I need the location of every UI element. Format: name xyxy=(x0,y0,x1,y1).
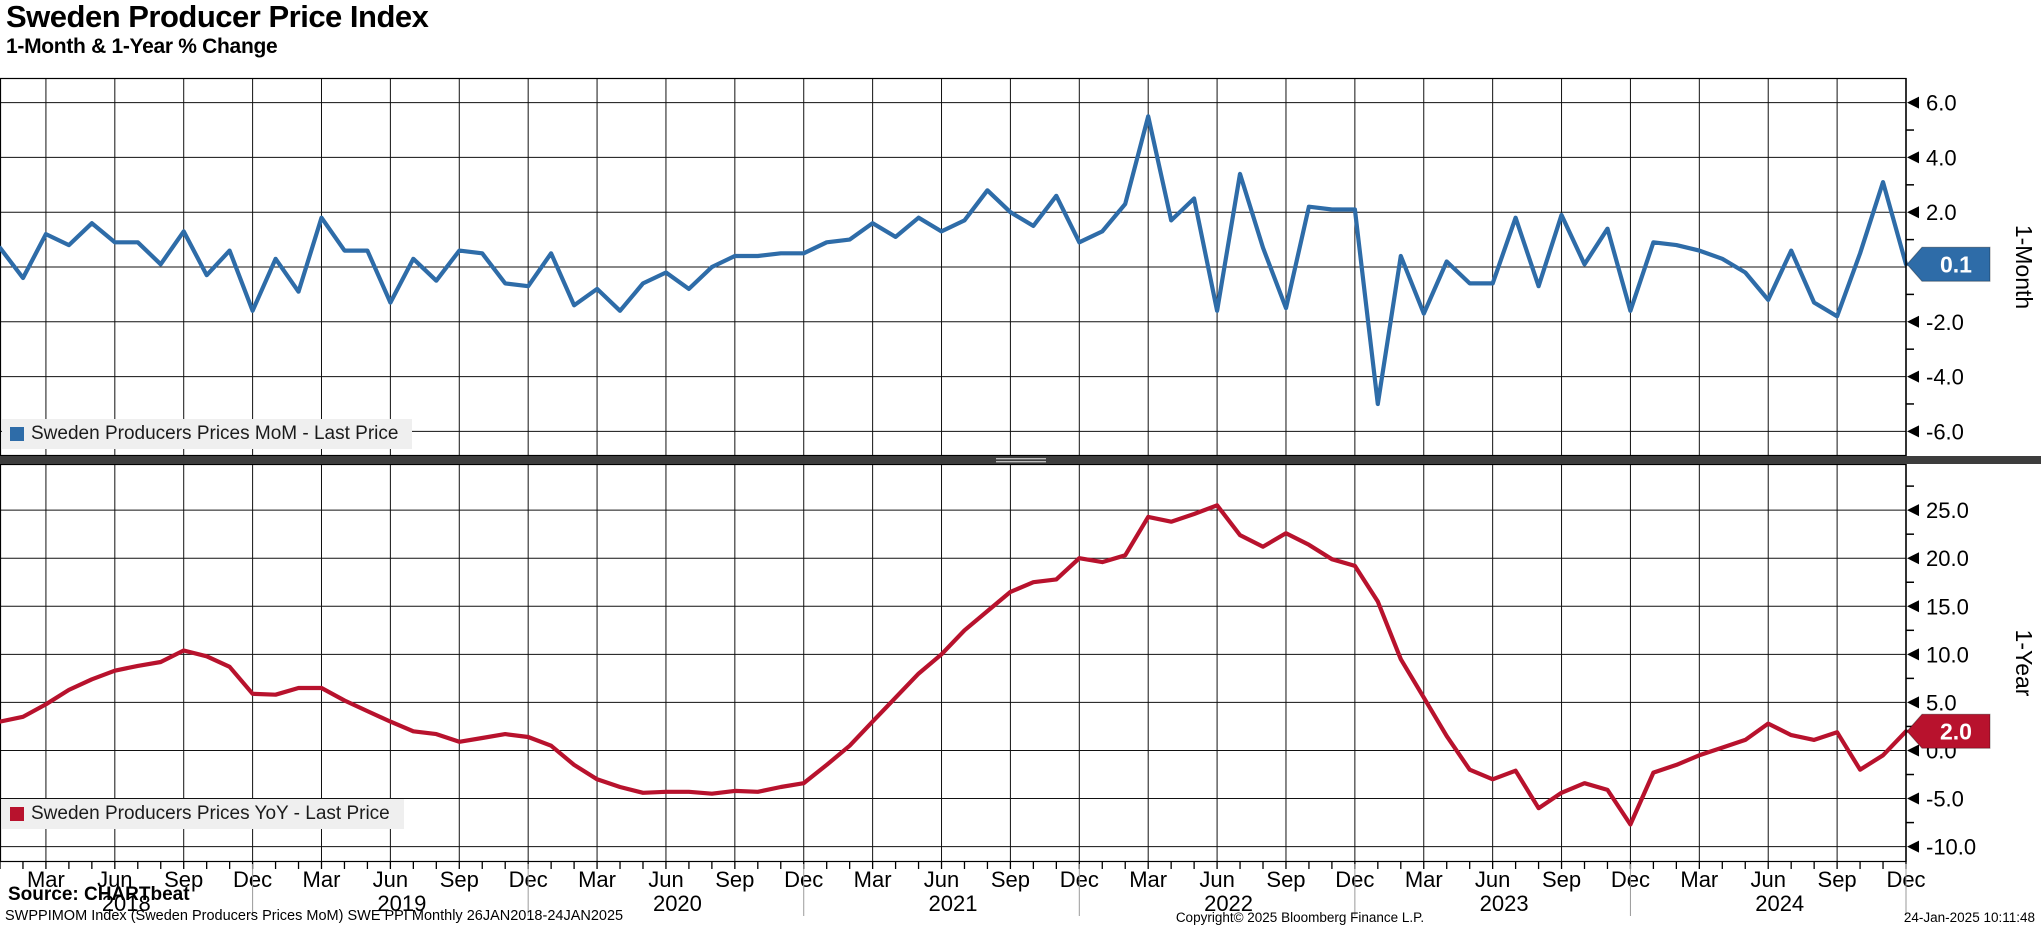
y-tick-arrow xyxy=(1907,792,1919,805)
y-tick-label: -10.0 xyxy=(1926,835,1976,860)
panel-divider-handle[interactable] xyxy=(0,456,2041,464)
x-tick-label: Sep xyxy=(440,867,479,892)
page-subtitle: 1-Month & 1-Year % Change xyxy=(6,35,278,58)
x-year-label: 2024 xyxy=(1755,891,1804,916)
copyright-notice: Copyright© 2025 Bloomberg Finance L.P. xyxy=(1175,910,1425,925)
y-tick-arrow xyxy=(1907,600,1919,613)
x-tick-label: Mar xyxy=(303,867,341,892)
y-tick-arrow xyxy=(1907,744,1919,757)
last-price-value: 0.1 xyxy=(1940,251,1972,277)
x-tick-label: Mar xyxy=(1680,867,1718,892)
y-tick-label: 2.0 xyxy=(1926,200,1957,225)
x-tick-label: Jun xyxy=(97,867,132,892)
x-year-label: 2018 xyxy=(102,891,151,916)
timestamp: 24-Jan-2025 10:11:48 xyxy=(1903,910,2035,925)
x-tick-label: Sep xyxy=(991,867,1030,892)
series-line-yoy xyxy=(0,503,1909,827)
y-tick-label: 15.0 xyxy=(1926,594,1969,619)
x-tick-label: Sep xyxy=(1542,867,1581,892)
x-tick-label: Mar xyxy=(27,867,65,892)
y-tick-arrow xyxy=(1907,315,1919,328)
legend-swatch-mom xyxy=(10,427,24,441)
y-tick-label: 10.0 xyxy=(1926,642,1969,667)
y-tick-arrow xyxy=(1907,425,1919,438)
y-tick-arrow xyxy=(1907,370,1919,383)
y-tick-arrow xyxy=(1907,648,1919,661)
chart-header: Sweden Producer Price Index 1-Month & 1-… xyxy=(6,0,429,60)
y-tick-arrow xyxy=(1907,840,1919,853)
y-axis-title-yoy: 1-Year xyxy=(2011,630,2037,697)
y-tick-label: 5.0 xyxy=(1926,690,1957,715)
y-tick-arrow xyxy=(1907,151,1919,164)
x-tick-label: Mar xyxy=(854,867,892,892)
x-year-label: 2022 xyxy=(1204,891,1253,916)
x-tick-label: Jun xyxy=(1199,867,1234,892)
y-tick-label: -4.0 xyxy=(1926,365,1964,390)
x-year-label: 2023 xyxy=(1480,891,1529,916)
source-label: Source: CHARTbeat xyxy=(8,884,190,905)
x-tick-label: Jun xyxy=(373,867,408,892)
x-year-label: 2019 xyxy=(377,891,426,916)
x-year-label: 2021 xyxy=(929,891,978,916)
y-tick-arrow xyxy=(1907,96,1919,109)
y-tick-arrow xyxy=(1907,696,1919,709)
x-tick-label: Sep xyxy=(1266,867,1305,892)
legend-swatch-yoy xyxy=(10,807,24,821)
y-tick-label: 20.0 xyxy=(1926,546,1969,571)
x-tick-label: Sep xyxy=(715,867,754,892)
x-tick-label: Jun xyxy=(924,867,959,892)
x-year-label: 2020 xyxy=(653,891,702,916)
y-axis-title-mom: 1-Month xyxy=(2011,225,2037,309)
y-tick-arrow xyxy=(1907,206,1919,219)
y-tick-arrow xyxy=(1907,552,1919,565)
terminal-info-line: SWPPIMOM Index (Sweden Producers Prices … xyxy=(5,908,624,924)
x-tick-label: Mar xyxy=(578,867,616,892)
x-tick-label: Sep xyxy=(1818,867,1857,892)
y-tick-label: 4.0 xyxy=(1926,145,1957,170)
y-tick-label: -6.0 xyxy=(1926,419,1964,444)
x-tick-label: Sep xyxy=(164,867,203,892)
last-price-badge-mom xyxy=(1906,246,1991,282)
x-tick-label: Jun xyxy=(1475,867,1510,892)
x-tick-label: Mar xyxy=(1129,867,1167,892)
x-tick-label: Mar xyxy=(1405,867,1443,892)
legend-label-yoy: Sweden Producers Prices YoY - Last Price xyxy=(31,803,390,824)
y-tick-arrow xyxy=(1907,504,1919,517)
y-tick-label: -2.0 xyxy=(1926,310,1964,335)
last-price-badge-yoy xyxy=(1906,713,1991,749)
page-title: Sweden Producer Price Index xyxy=(6,0,429,34)
y-tick-label: -5.0 xyxy=(1926,787,1964,812)
series-line-mom xyxy=(0,114,1909,407)
y-tick-label: 25.0 xyxy=(1926,498,1969,523)
x-tick-label: Jun xyxy=(648,867,683,892)
last-price-value: 2.0 xyxy=(1940,718,1972,744)
x-tick-label: Jun xyxy=(1750,867,1785,892)
y-tick-label: 6.0 xyxy=(1926,91,1957,116)
legend-label-mom: Sweden Producers Prices MoM - Last Price xyxy=(31,423,399,444)
legend-mom[interactable]: Sweden Producers Prices MoM - Last Price xyxy=(2,419,413,449)
legend-yoy[interactable]: Sweden Producers Prices YoY - Last Price xyxy=(2,799,404,829)
